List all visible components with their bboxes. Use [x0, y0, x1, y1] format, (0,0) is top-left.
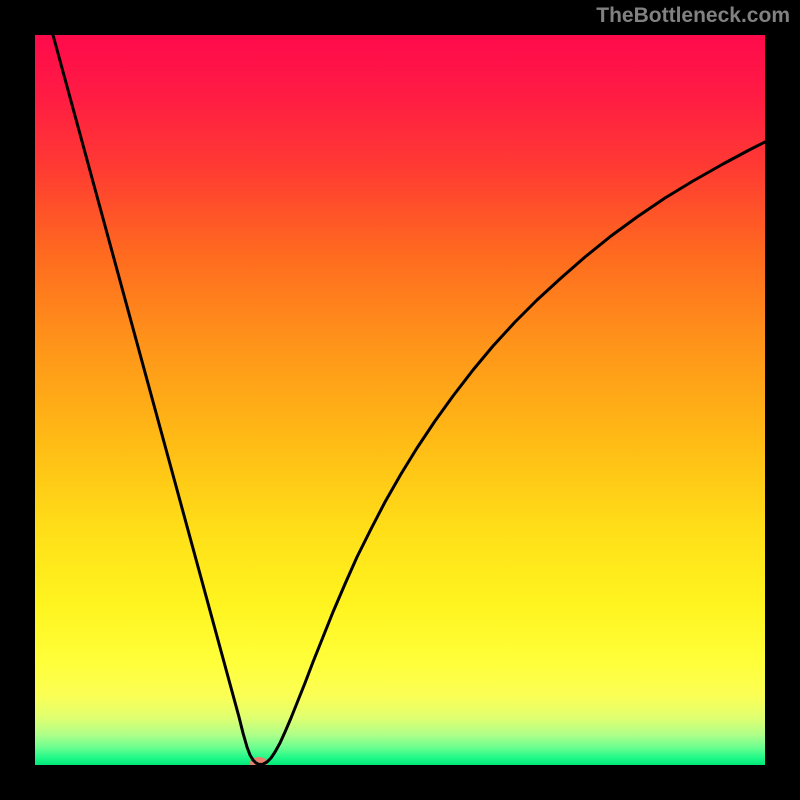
gradient-background — [35, 35, 765, 765]
chart-svg — [35, 35, 765, 765]
plot-area — [35, 35, 765, 765]
watermark-label: TheBottleneck.com — [596, 4, 790, 28]
chart-frame: TheBottleneck.com — [0, 0, 800, 800]
